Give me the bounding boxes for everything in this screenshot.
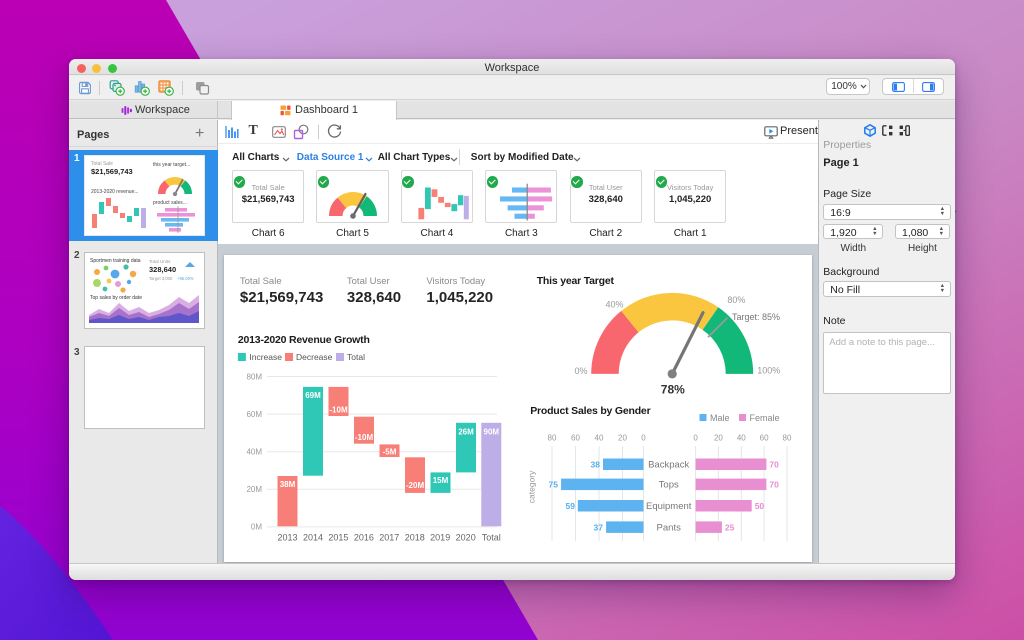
svg-text:$21,569,743: $21,569,743 (91, 167, 133, 176)
svg-text:2013-2020 Revenue Growth: 2013-2020 Revenue Growth (238, 334, 370, 346)
svg-text:Top sales by order date: Top sales by order date (90, 295, 142, 301)
svg-text:69M: 69M (305, 391, 321, 400)
svg-text:25: 25 (725, 522, 735, 532)
svg-text:Total Units: Total Units (149, 259, 171, 264)
svg-text:26M: 26M (458, 427, 474, 436)
svg-text:80: 80 (783, 433, 792, 442)
svg-text:-10M: -10M (355, 433, 374, 442)
svg-text:category: category (527, 469, 537, 502)
svg-text:2013: 2013 (277, 532, 297, 542)
svg-text:Male: Male (710, 413, 730, 423)
svg-text:20: 20 (618, 433, 627, 442)
svg-text:40: 40 (737, 433, 746, 442)
svg-text:40M: 40M (246, 447, 262, 456)
svg-text:Sportmen training data: Sportmen training data (90, 258, 141, 264)
svg-text:2020: 2020 (456, 532, 476, 542)
svg-text:Female: Female (750, 413, 780, 423)
svg-text:Decrease: Decrease (296, 352, 333, 362)
svg-text:Backpack: Backpack (648, 459, 689, 470)
svg-text:2013-2020 revenue...: 2013-2020 revenue... (91, 189, 139, 195)
svg-text:Increase: Increase (249, 352, 282, 362)
svg-text:20M: 20M (246, 485, 262, 494)
svg-text:60M: 60M (246, 409, 262, 418)
svg-text:Total Sale: Total Sale (91, 161, 113, 167)
svg-text:80%: 80% (727, 295, 745, 305)
svg-text:40%: 40% (605, 299, 623, 309)
svg-text:Total: Total (347, 352, 365, 362)
svg-text:Visitors Today: Visitors Today (426, 276, 485, 287)
svg-text:15M: 15M (433, 476, 449, 485)
svg-text:100%: 100% (757, 365, 780, 375)
svg-text:Product Sales by Gender: Product Sales by Gender (530, 405, 650, 417)
svg-text:328,640: 328,640 (347, 289, 401, 306)
svg-text:2014: 2014 (303, 532, 323, 542)
svg-text:78%: 78% (661, 382, 685, 396)
svg-text:60: 60 (760, 433, 769, 442)
svg-text:product sales...: product sales... (153, 200, 187, 206)
svg-text:+95.00%: +95.00% (177, 276, 194, 281)
svg-text:60: 60 (571, 433, 580, 442)
svg-text:this year target...: this year target... (153, 162, 190, 168)
svg-text:90M: 90M (484, 427, 500, 436)
svg-text:75: 75 (549, 479, 559, 489)
svg-text:70: 70 (769, 479, 779, 489)
svg-text:80: 80 (548, 433, 557, 442)
svg-text:2018: 2018 (405, 532, 425, 542)
svg-text:Pants: Pants (657, 522, 682, 533)
svg-text:37: 37 (594, 522, 604, 532)
svg-text:-5M: -5M (383, 447, 397, 456)
svg-text:0: 0 (693, 433, 698, 442)
svg-text:0M: 0M (251, 522, 262, 531)
svg-text:38: 38 (591, 459, 601, 469)
svg-text:2017: 2017 (379, 532, 399, 542)
svg-text:0: 0 (641, 433, 646, 442)
svg-text:Target: 85%: Target: 85% (732, 312, 780, 322)
svg-text:2015: 2015 (328, 532, 348, 542)
svg-text:2019: 2019 (430, 532, 450, 542)
svg-text:40: 40 (595, 433, 604, 442)
svg-text:0%: 0% (574, 366, 587, 376)
svg-text:38M: 38M (280, 480, 296, 489)
svg-text:328,640: 328,640 (149, 265, 176, 274)
svg-text:Target 3,000: Target 3,000 (149, 276, 173, 281)
svg-text:Total: Total (482, 532, 501, 542)
svg-text:59: 59 (566, 501, 576, 511)
svg-text:This year Target: This year Target (537, 275, 615, 287)
svg-text:50: 50 (755, 501, 765, 511)
svg-text:$21,569,743: $21,569,743 (240, 289, 323, 306)
svg-text:Tops: Tops (659, 479, 679, 490)
svg-text:Total Sale: Total Sale (240, 276, 282, 287)
svg-text:Total User: Total User (347, 276, 390, 287)
svg-text:20: 20 (714, 433, 723, 442)
svg-text:2016: 2016 (354, 532, 374, 542)
svg-text:Equipment: Equipment (646, 501, 692, 512)
svg-text:1,045,220: 1,045,220 (426, 289, 493, 306)
svg-text:-20M: -20M (406, 481, 425, 490)
svg-text:-10M: -10M (329, 405, 348, 414)
svg-text:80M: 80M (246, 372, 262, 381)
svg-text:70: 70 (769, 459, 779, 469)
